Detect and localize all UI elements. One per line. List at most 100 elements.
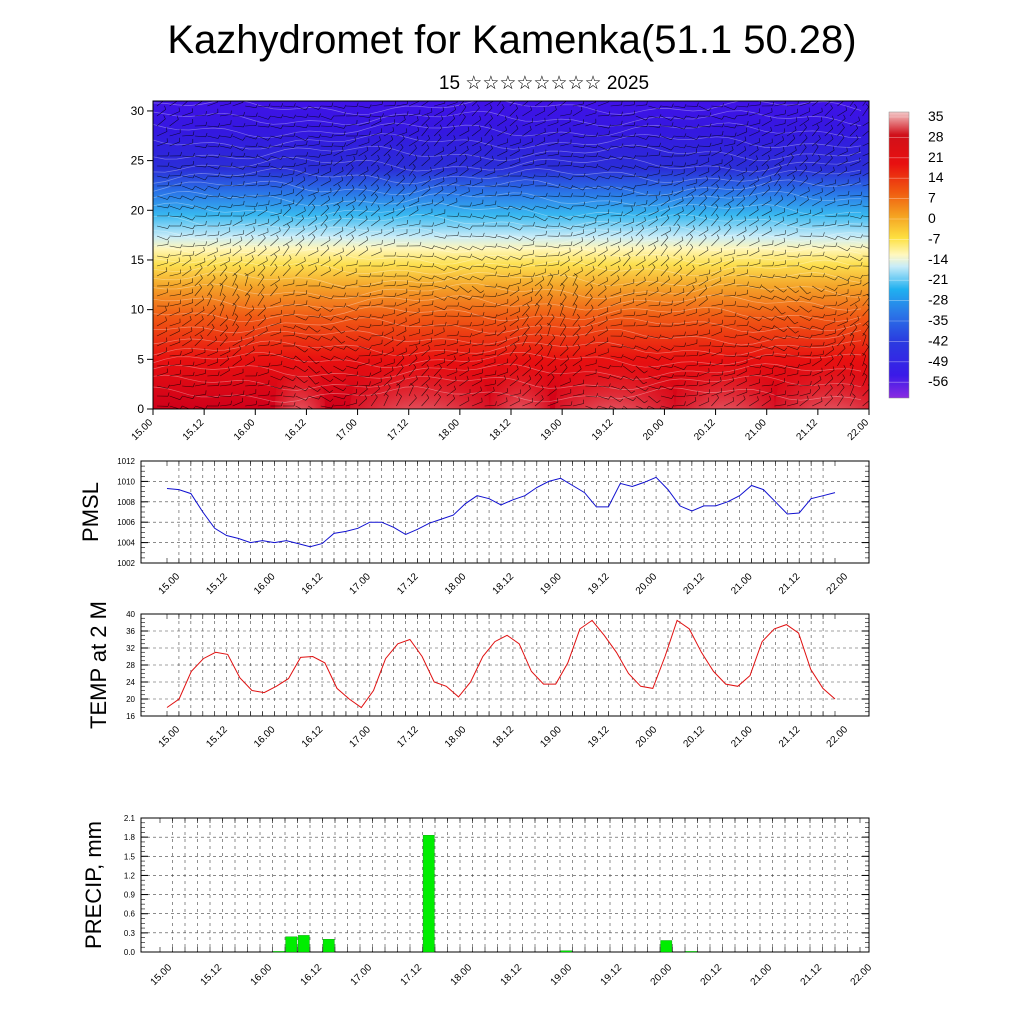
wind-barb [471,245,483,251]
wind-barb [698,401,709,407]
wind-barb [547,286,554,297]
wind-barb-flag [531,137,533,142]
wind-barb-flag [569,127,571,132]
wind-barb [471,401,483,407]
pmsl-grid [141,461,869,563]
wind-barb [648,280,659,287]
wind-barb [257,209,268,217]
wind-barb-flag [573,303,578,307]
wind-barb [635,175,647,178]
wind-barb [572,347,581,357]
wind-barb [295,395,306,401]
wind-barb-flag [744,216,747,221]
wind-barb [459,392,471,397]
wind-barb-flag [442,106,445,111]
wind-barb [282,105,295,108]
wind-barb [421,341,432,347]
wind-barb-flag [524,333,528,337]
wind-barb-flag [772,295,775,300]
wind-barb-flag [200,334,203,339]
wind-barb-flag [784,335,788,339]
temp-line [166,619,836,709]
wind-barb [169,261,180,267]
wind-barb [270,322,281,327]
wind-barb-flag [742,195,746,199]
wind-barb [522,262,534,267]
wind-barb [534,398,544,407]
wind-barb-flag [288,204,292,209]
section-contour [153,156,862,173]
wind-barb [572,185,584,191]
wind-barb-flag [747,321,749,326]
wind-barb-flag [318,281,321,286]
wind-barb [270,125,282,129]
wind-barb [383,362,395,367]
wind-barb [824,285,835,291]
wind-barb-flag [822,305,826,310]
wind-barb [497,160,508,167]
wind-barb-flag [394,101,396,106]
wind-barb-flag [866,94,869,97]
wind-barb-flag [328,256,331,261]
wind-barb [421,232,433,237]
wind-barb [547,264,559,267]
wind-barb-flag [692,284,695,289]
xtick-label: 22.00 [849,962,875,988]
wind-barb [232,145,243,151]
wind-barb [673,190,684,197]
wind-barb-flag [732,397,735,402]
wind-barb [585,195,597,199]
wind-barb [484,404,496,407]
wind-barb [194,383,206,387]
wind-barb [660,355,672,361]
wind-barb [610,145,622,148]
wind-barb [383,148,393,157]
wind-barb-flag [306,113,309,118]
wind-barb [635,313,647,317]
wind-barb [610,385,622,390]
wind-barb [219,195,231,200]
wind-barb [307,207,316,217]
wind-barb [824,370,835,377]
wind-barb [749,131,760,137]
wind-barb-flag [643,381,648,385]
wind-barb [434,118,443,127]
wind-barb [484,215,496,219]
wind-barb [849,204,861,207]
wind-barb-flag [874,223,876,227]
section-ytick-label: 5 [137,352,144,366]
wind-barb [434,158,443,167]
wind-barb [484,323,496,327]
wind-barb [761,315,773,321]
wind-barb [245,230,255,237]
wind-barb [761,149,772,157]
wind-barb [559,367,568,377]
wind-barb-flag [670,117,674,121]
wind-barb [169,245,181,249]
wind-barb [459,130,470,137]
wind-barb-flag [620,386,624,390]
wind-barb [610,375,622,380]
wind-barb [434,102,445,107]
xtick-label: 21.00 [729,724,755,750]
wind-barb [194,352,206,357]
wind-barb [648,125,660,128]
wind-barb [534,205,546,209]
wind-barb-flag [531,277,533,282]
wind-barb-flag [394,302,397,307]
wind-barb-flag [456,256,460,260]
wind-barb-flag [659,142,661,147]
wind-barb [711,187,719,197]
xtick-label: 16.00 [252,571,278,597]
wind-barb-flag [722,131,724,136]
wind-barb [459,184,471,187]
wind-barb [169,373,181,377]
wind-barb [320,355,332,361]
wind-barb [761,230,772,237]
wind-barb [849,327,858,337]
wind-barb-flag [633,335,637,340]
wind-barb-flag [767,184,771,189]
wind-barb [434,170,444,177]
wind-barb [497,245,508,249]
wind-barb-flag [429,96,430,100]
